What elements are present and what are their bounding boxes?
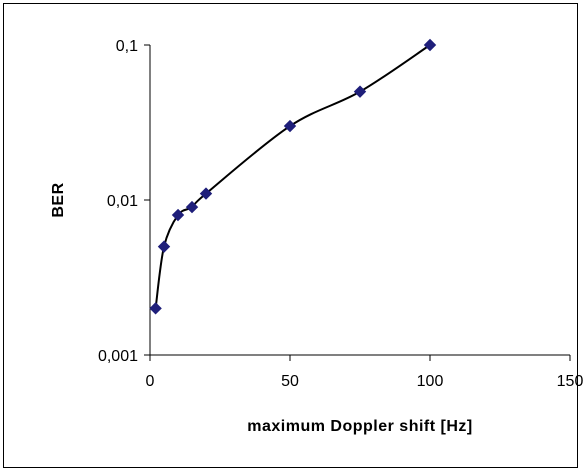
chart-frame bbox=[3, 3, 578, 468]
y-tick-label: 0,01 bbox=[107, 193, 138, 210]
x-tick-label: 100 bbox=[417, 373, 444, 390]
x-tick-label: 150 bbox=[557, 373, 583, 390]
x-tick-label: 50 bbox=[281, 373, 299, 390]
trendline bbox=[154, 44, 431, 309]
chart-points bbox=[149, 38, 437, 315]
data-point bbox=[353, 85, 367, 98]
y-axis-title: BER bbox=[50, 182, 67, 217]
data-point bbox=[149, 302, 162, 315]
data-point bbox=[157, 240, 171, 253]
data-point bbox=[171, 208, 185, 222]
y-tick-label: 0,001 bbox=[98, 348, 138, 365]
data-point bbox=[185, 200, 199, 214]
y-tick-label: 0,1 bbox=[116, 38, 138, 55]
data-point bbox=[283, 119, 297, 133]
data-point bbox=[423, 38, 437, 52]
x-tick-label: 0 bbox=[146, 373, 155, 390]
x-axis-title: maximum Doppler shift [Hz] bbox=[247, 418, 472, 435]
data-point bbox=[199, 187, 213, 200]
chart-trendline-group bbox=[154, 44, 431, 309]
chart-ticks: 0 50 100 150 0,001 0,01 0,1 bbox=[98, 38, 583, 390]
